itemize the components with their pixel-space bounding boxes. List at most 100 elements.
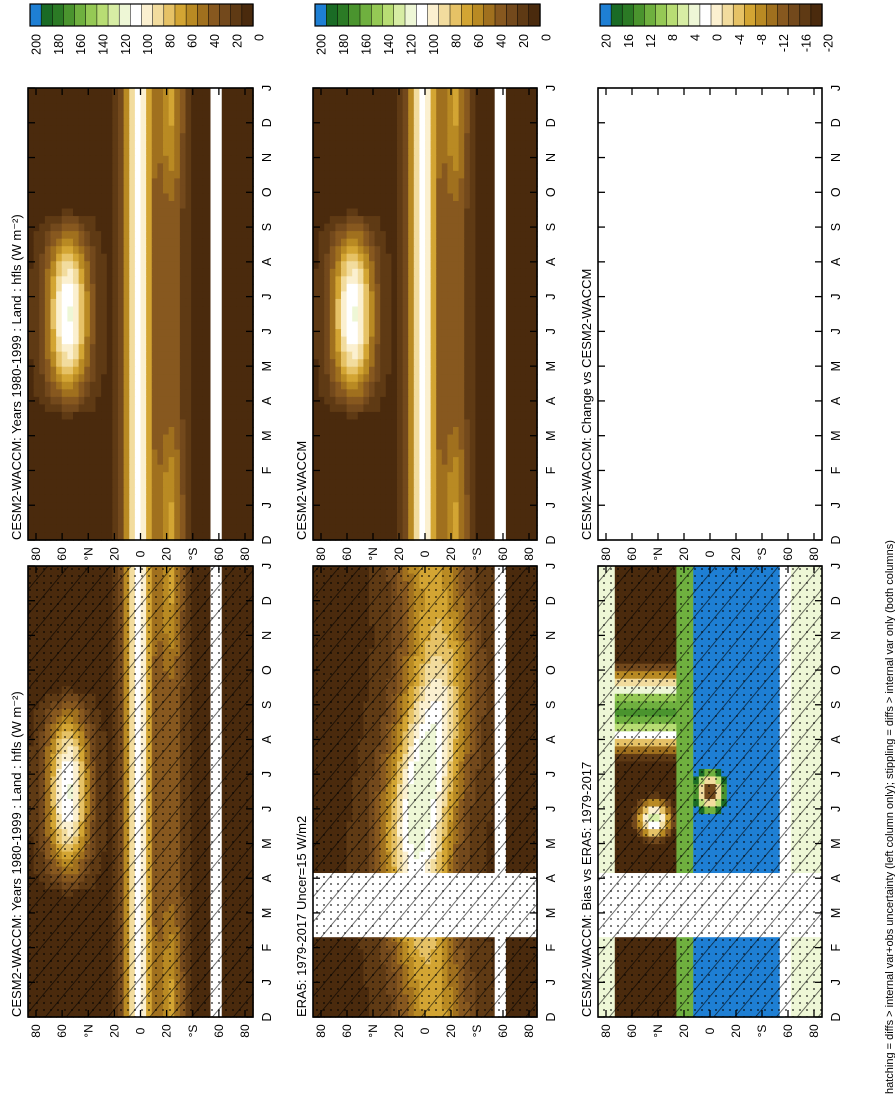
field-cell [168, 208, 175, 217]
field-cell [89, 298, 97, 308]
field-cell [185, 329, 192, 338]
field-cell [224, 449, 232, 458]
field-cell [61, 509, 69, 519]
field-cell [73, 283, 80, 293]
field-cell [151, 140, 159, 149]
field-cell [84, 276, 91, 285]
field-cell [191, 140, 198, 149]
field-cell [61, 366, 69, 375]
field-cell [84, 419, 91, 428]
field-cell [224, 246, 232, 255]
field-cell [101, 321, 108, 330]
field-cell [129, 306, 136, 315]
field-cell [106, 155, 114, 165]
field-cell [89, 216, 97, 225]
field-cell [179, 464, 187, 473]
field-cell [89, 148, 97, 157]
field-cell [112, 479, 119, 488]
field-cell [33, 487, 40, 496]
field-cell [247, 464, 254, 473]
field-cell [241, 374, 249, 383]
field-cell [112, 268, 119, 278]
field-cell [163, 314, 170, 323]
field-cell [202, 140, 209, 149]
field-cell [39, 185, 46, 195]
field-cell [163, 306, 170, 315]
field-cell [179, 449, 187, 458]
field-cell [123, 155, 130, 165]
field-cell [224, 336, 232, 345]
lat-label: 80 [238, 547, 252, 561]
field-cell [157, 103, 164, 112]
field-cell [61, 359, 69, 368]
field-cell [191, 238, 198, 247]
field-cell [241, 502, 249, 511]
field-cell [118, 223, 125, 232]
field-cell [230, 208, 237, 217]
field-cell [174, 464, 181, 473]
field-cell [61, 306, 69, 315]
field-cell [56, 118, 63, 127]
field-cell [191, 411, 198, 421]
field-cell [134, 261, 142, 270]
field-cell [236, 381, 243, 391]
field-cell [134, 532, 142, 541]
field-cell [95, 208, 102, 217]
field-cell [78, 404, 85, 413]
field-cell [230, 434, 237, 443]
field-cell [50, 253, 57, 262]
field-cell [134, 389, 142, 398]
field-cell [236, 396, 243, 406]
field-cell [185, 502, 192, 511]
field-cell [185, 261, 192, 270]
field-cell [146, 246, 153, 255]
field-cell [241, 321, 249, 330]
field-cell [174, 88, 181, 97]
field-cell [61, 321, 69, 330]
field-cell [44, 283, 52, 293]
field-cell [146, 321, 153, 330]
month-label: A [260, 735, 274, 744]
field-cell [78, 201, 85, 210]
field-cell [106, 276, 114, 285]
field-cell [118, 178, 125, 187]
field-cell [230, 344, 237, 353]
field-cell [241, 178, 249, 187]
field-cell [56, 155, 63, 165]
field-cell [50, 314, 57, 323]
field-cell [61, 118, 69, 127]
field-cell [101, 246, 108, 255]
field-cell [196, 238, 204, 247]
field-cell [224, 163, 232, 172]
field-cell [157, 163, 164, 172]
field-cell [89, 253, 97, 262]
field-cell [202, 502, 209, 511]
field-cell [247, 321, 254, 330]
field-cell [247, 231, 254, 240]
field-cell [84, 464, 91, 473]
field-cell [123, 231, 130, 240]
field-cell [196, 329, 204, 338]
field-cell [73, 336, 80, 345]
field-cell [163, 216, 170, 225]
field-cell [112, 494, 119, 504]
field-cell [129, 419, 136, 428]
field-cell [157, 253, 164, 262]
field-cell [95, 216, 102, 225]
field-cell [168, 110, 175, 119]
field-cell [95, 155, 102, 165]
field-cell [106, 359, 114, 368]
field-cell [78, 118, 85, 127]
field-cell [39, 344, 46, 353]
field-cell [78, 457, 85, 466]
field-cell [151, 118, 159, 127]
field-cell [118, 268, 125, 278]
field-cell [191, 517, 198, 526]
field-cell [224, 321, 232, 330]
field-cell [28, 442, 35, 451]
field-cell [140, 88, 147, 97]
field-cell [33, 532, 40, 541]
field-cell [33, 321, 40, 330]
field-cell [84, 103, 91, 112]
field-cell [61, 148, 69, 157]
